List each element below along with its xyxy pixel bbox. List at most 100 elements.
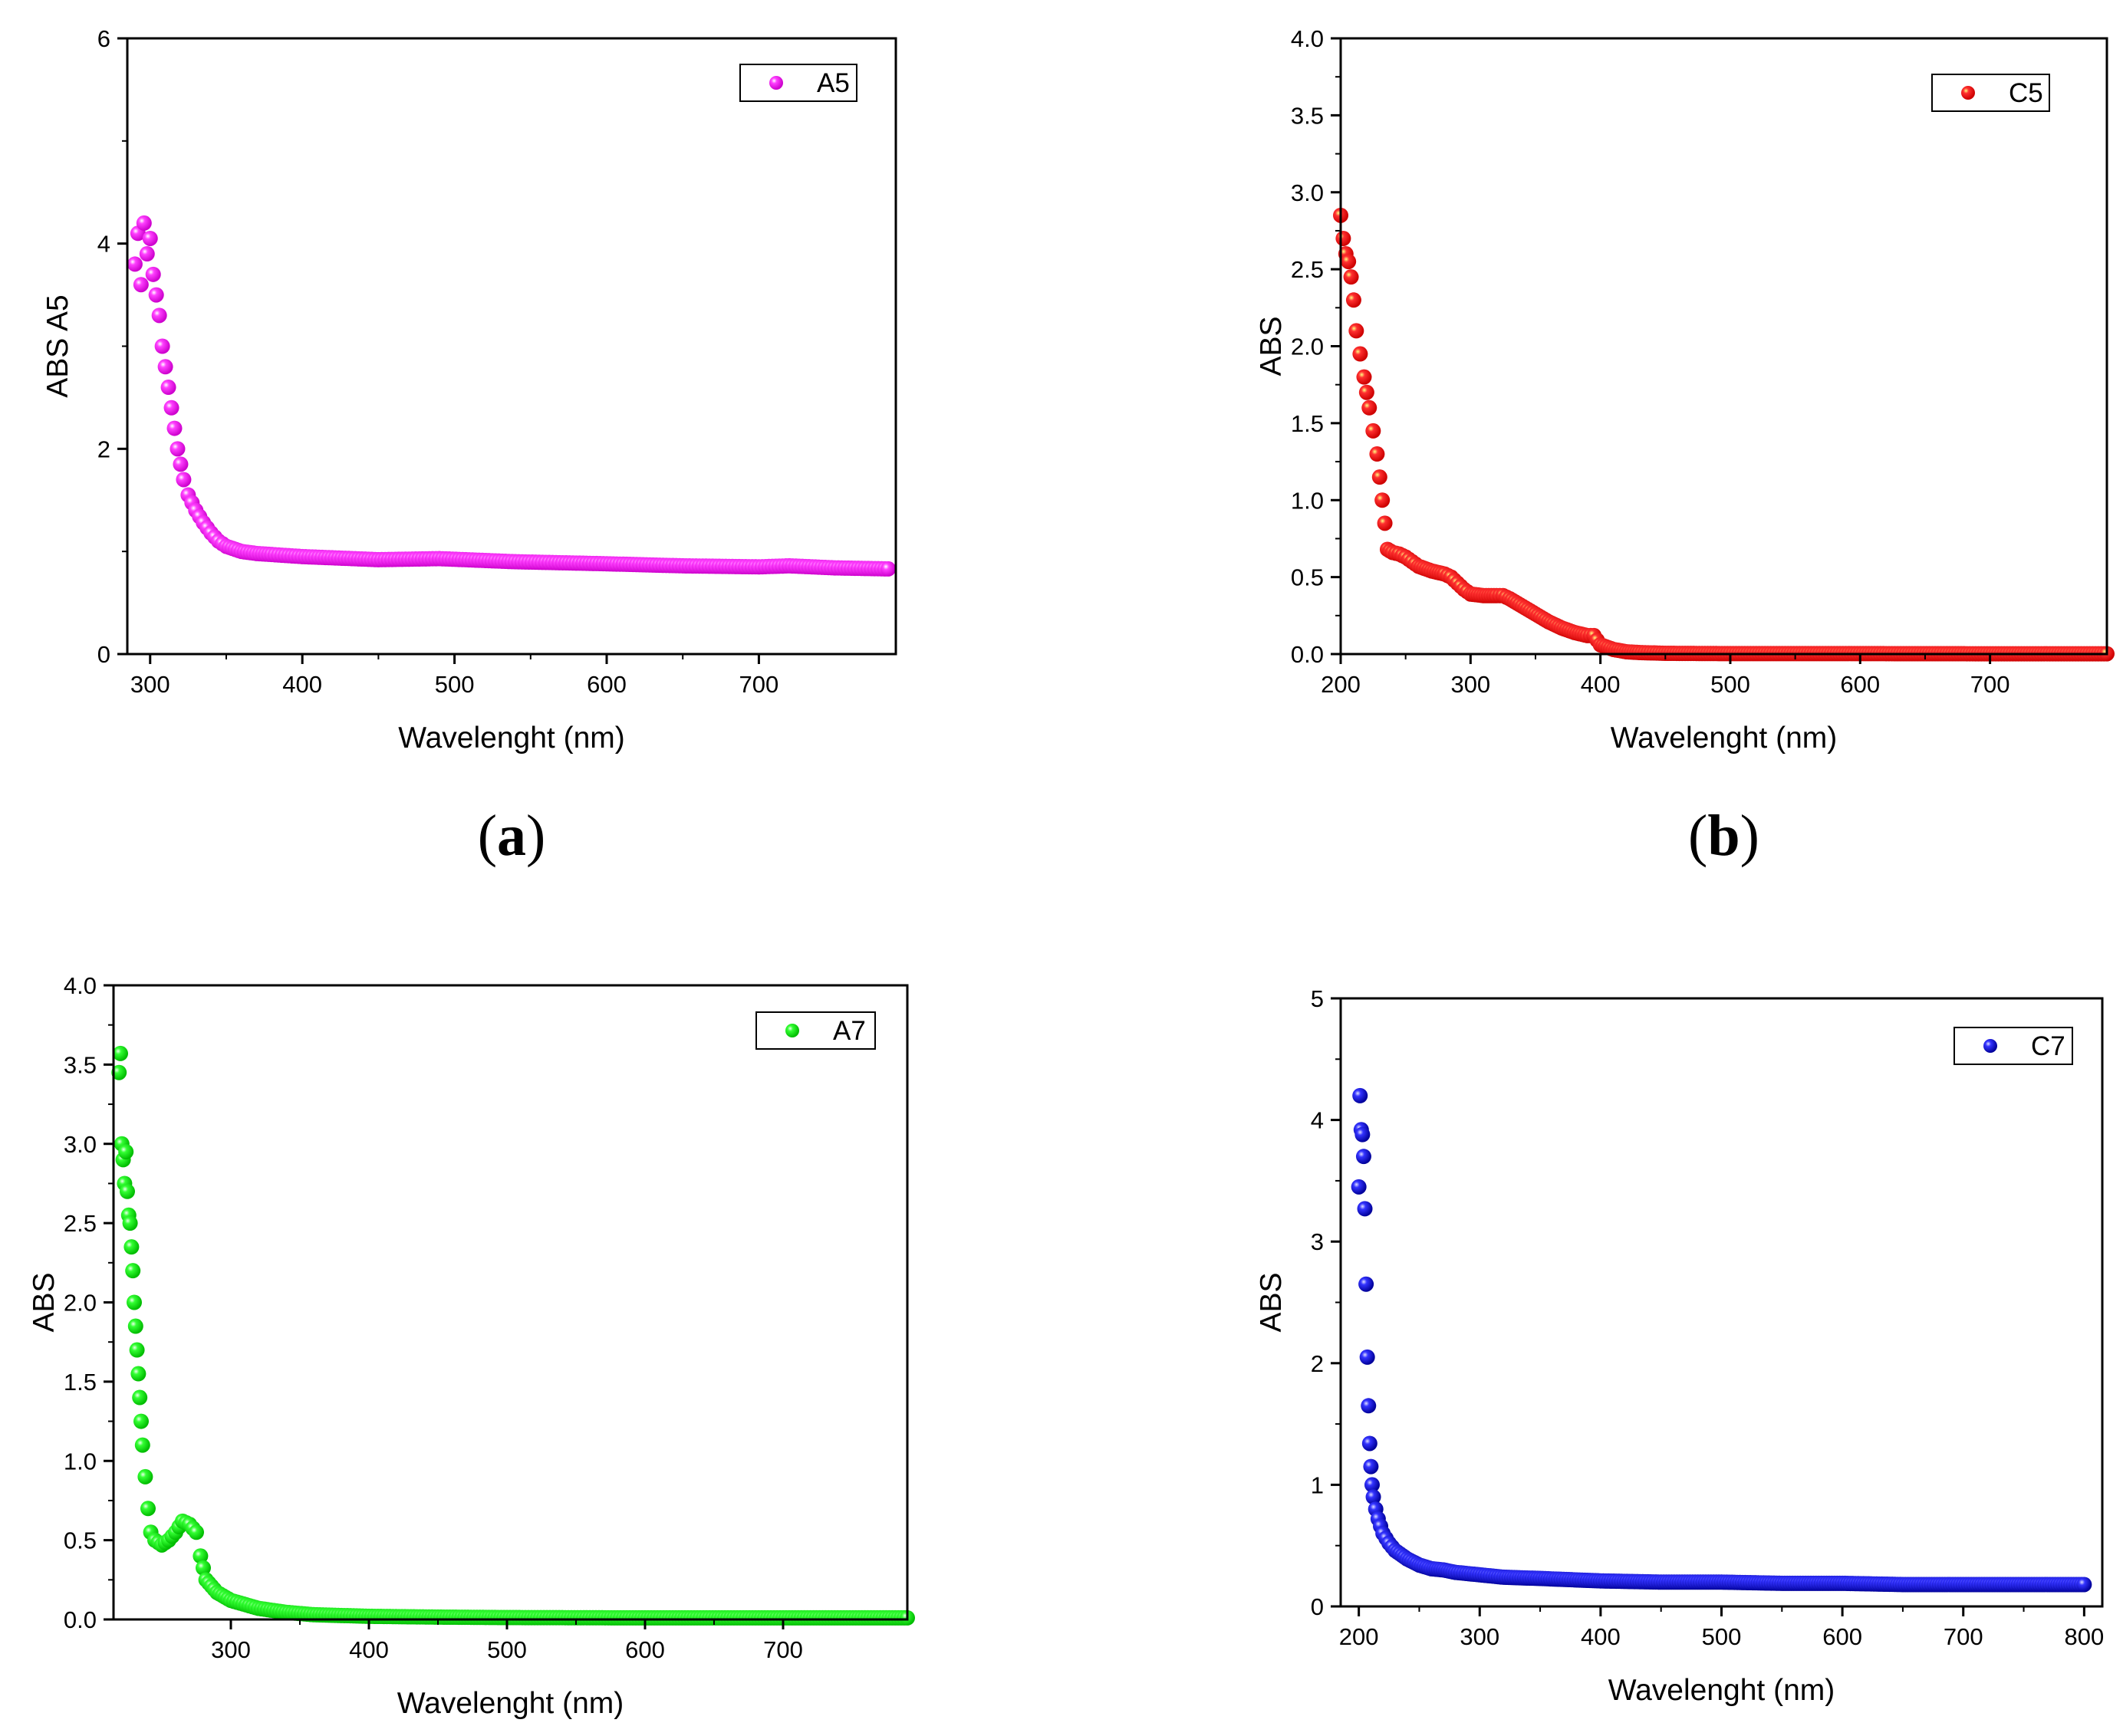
- chart-a-point: [157, 359, 173, 375]
- chart-d-legend-marker: [1983, 1039, 1997, 1053]
- chart-c-legend-marker: [785, 1024, 799, 1037]
- chart-d-x-tick-label: 800: [2064, 1623, 2104, 1650]
- chart-c-x-tick-label: 500: [487, 1636, 527, 1663]
- chart-a-point: [170, 441, 186, 457]
- chart-b-points: [1333, 207, 2115, 662]
- chart-c-y-tick-label: 1.5: [64, 1369, 97, 1396]
- chart-b-y-axis-label: ABS: [1255, 316, 1288, 376]
- chart-a-panel-label-close: ): [526, 804, 545, 868]
- chart-b-point: [1356, 369, 1372, 385]
- chart-a-panel-label-open: (: [478, 804, 497, 868]
- chart-c-legend: A7: [755, 1011, 876, 1050]
- chart-d-x-tick-label: 400: [1581, 1623, 1621, 1650]
- chart-d-point: [1352, 1087, 1368, 1103]
- chart-d-point: [1363, 1458, 1379, 1475]
- chart-a-point: [166, 420, 183, 436]
- chart-b-point: [1369, 446, 1385, 462]
- chart-c-point: [130, 1366, 146, 1382]
- chart-b-y-tick-label: 0.0: [1291, 641, 1324, 668]
- chart-a-panel-label-letter: a: [497, 804, 526, 868]
- chart-b-y-tick-label: 2.5: [1291, 256, 1324, 283]
- chart-b-panel-label-open: (: [1688, 804, 1707, 868]
- chart-d-x-tick-label: 700: [1944, 1623, 1983, 1650]
- chart-b-point: [1361, 399, 1377, 416]
- chart-d-x-tick-label: 300: [1460, 1623, 1499, 1650]
- chart-b-point: [1374, 492, 1391, 508]
- chart-a: 300 400 500 600 700 0 2 4 6 Wavelenght (nm) ABS …: [41, 25, 897, 868]
- chart-d-point: [1351, 1179, 1367, 1195]
- chart-c-point: [129, 1342, 145, 1358]
- chart-c-axes: 300 400 500 600 700 0.0 0.5 1.0 1.5 2.0 2.5 3.0 3.5 4…: [64, 972, 803, 1663]
- chart-a-axes: 300 400 500 600 700 0 2 4 6: [97, 25, 779, 698]
- chart-c-point: [193, 1548, 209, 1564]
- chart-b-panel-label-letter: b: [1707, 804, 1740, 868]
- chart-c-point: [189, 1524, 204, 1540]
- chart-c-point: [133, 1413, 149, 1429]
- chart-c-point: [127, 1294, 142, 1310]
- chart-d-y-tick-label: 4: [1311, 1107, 1324, 1134]
- chart-d: 200 300 400 500 600 700 800 0 1 2 3 4 5 Wavelenght (…: [1255, 985, 2104, 1707]
- chart-c-point: [113, 1045, 128, 1061]
- chart-b-y-tick-label: 4.0: [1291, 25, 1324, 52]
- chart-b-legend-box: [1931, 74, 2050, 112]
- chart-a-legend-marker: [769, 76, 783, 90]
- chart-d-y-tick-label: 1: [1311, 1471, 1324, 1498]
- chart-c-y-tick-label: 2.0: [64, 1290, 97, 1317]
- chart-b-frame: [1339, 37, 2108, 656]
- chart-d-y-tick-label: 2: [1311, 1350, 1324, 1377]
- chart-d-point: [1359, 1349, 1375, 1365]
- chart-b-legend-marker: [1961, 86, 1975, 100]
- chart-a-point: [136, 215, 152, 231]
- chart-a-point: [139, 246, 155, 262]
- chart-d-point: [2076, 1577, 2092, 1593]
- chart-a-point: [160, 380, 176, 396]
- chart-b-panel-label-close: ): [1740, 804, 1759, 868]
- chart-b-x-axis-label: Wavelenght (nm): [1611, 722, 1838, 755]
- chart-c-point: [134, 1437, 150, 1453]
- chart-d-point: [1354, 1126, 1371, 1143]
- chart-b-point: [1352, 346, 1368, 362]
- chart-a-x-tick-label: 600: [587, 671, 627, 698]
- chart-c-point: [137, 1468, 153, 1484]
- chart-b: 200 300 400 500 600 700 0.0 0.5 1.0 1.5 2.0 2.5 3.0 3…: [1255, 25, 2115, 868]
- chart-b-x-tick-label: 300: [1450, 671, 1490, 698]
- chart-b-point: [1358, 384, 1374, 400]
- chart-c-point: [127, 1318, 143, 1334]
- chart-c-y-tick-label: 1.0: [64, 1448, 97, 1475]
- chart-b-x-tick-label: 400: [1581, 671, 1621, 698]
- chart-c-x-tick-label: 400: [349, 1636, 389, 1663]
- chart-c-points: [111, 1045, 915, 1626]
- chart-b-point: [1341, 254, 1357, 270]
- chart-d-y-axis-label: ABS: [1255, 1272, 1288, 1332]
- chart-a-point: [133, 277, 149, 293]
- chart-d-point: [1361, 1435, 1377, 1452]
- chart-b-point: [1348, 323, 1364, 339]
- chart-b-legend: C5: [1931, 74, 2050, 112]
- chart-c-y-tick-label: 0.5: [64, 1527, 97, 1554]
- chart-d-point: [1358, 1276, 1374, 1292]
- chart-a-legend: A5: [739, 64, 857, 102]
- chart-d-axes: 200 300 400 500 600 700 800 0 1 2 3 4 5: [1311, 985, 2104, 1650]
- chart-a-y-tick-label: 6: [97, 25, 110, 52]
- chart-b-x-tick-label: 200: [1321, 671, 1361, 698]
- chart-b-legend-label: C5: [2009, 78, 2043, 108]
- chart-a-y-tick-label: 0: [97, 641, 110, 668]
- chart-a-legend-label: A5: [817, 68, 850, 98]
- chart-a-point: [127, 256, 143, 272]
- chart-a-x-tick-label: 300: [130, 671, 170, 698]
- chart-d-point: [1365, 1489, 1381, 1505]
- chart-d-point: [1357, 1201, 1373, 1217]
- chart-c: 300 400 500 600 700 0.0 0.5 1.0 1.5 2.0 2.5 3.0 3.5 4…: [28, 972, 915, 1720]
- chart-a-y-tick-label: 2: [97, 436, 110, 462]
- chart-c-point: [111, 1064, 127, 1080]
- chart-a-panel-label: (a): [478, 804, 546, 868]
- chart-d-legend-box: [1953, 1027, 2073, 1065]
- chart-b-x-tick-label: 500: [1710, 671, 1750, 698]
- chart-d-x-tick-label: 200: [1339, 1623, 1379, 1650]
- chart-b-y-tick-label: 0.5: [1291, 564, 1324, 591]
- chart-d-y-tick-label: 0: [1311, 1593, 1324, 1620]
- chart-a-x-axis-label: Wavelenght (nm): [398, 722, 625, 755]
- chart-c-legend-box: [755, 1011, 876, 1050]
- chart-a-point: [145, 266, 161, 282]
- chart-a-y-axis-label: ABS A5: [41, 294, 74, 397]
